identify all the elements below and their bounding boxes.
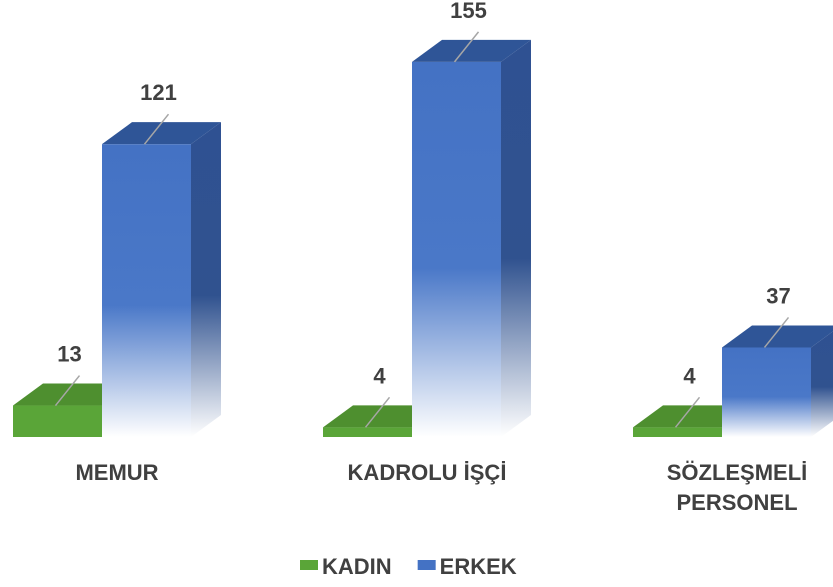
leader-line — [453, 31, 480, 63]
legend-swatch — [300, 560, 318, 570]
leader-line — [143, 113, 170, 145]
value-label: 37 — [766, 283, 790, 308]
leader-line — [54, 375, 81, 407]
bar-front — [13, 405, 102, 437]
value-label: 155 — [450, 0, 487, 23]
bar-front — [412, 61, 501, 438]
bar-top — [102, 122, 221, 145]
bar-side — [191, 122, 221, 438]
x-tick-label: KADROLU İŞÇİ — [347, 460, 507, 485]
bar-top — [412, 39, 531, 62]
bar-top — [722, 325, 833, 348]
bar-side — [501, 39, 531, 438]
bar-front — [633, 427, 722, 437]
legend-label: KADIN — [322, 554, 392, 579]
value-label: 13 — [57, 342, 81, 367]
value-label: 121 — [140, 80, 177, 105]
legend-label: ERKEK — [440, 554, 517, 579]
x-tick-label: MEMUR — [75, 460, 159, 485]
bar-front — [722, 347, 811, 437]
bar-front — [102, 144, 191, 437]
value-label: 4 — [373, 363, 386, 388]
x-tick-label: SÖZLEŞMELİ PERSONEL — [666, 460, 808, 515]
value-label: 4 — [683, 363, 696, 388]
legend-swatch — [417, 560, 436, 570]
leader-line — [674, 396, 701, 428]
leader-line — [364, 396, 391, 428]
leader-line — [763, 316, 790, 348]
bar-front — [323, 427, 412, 437]
bar-side — [811, 331, 833, 437]
